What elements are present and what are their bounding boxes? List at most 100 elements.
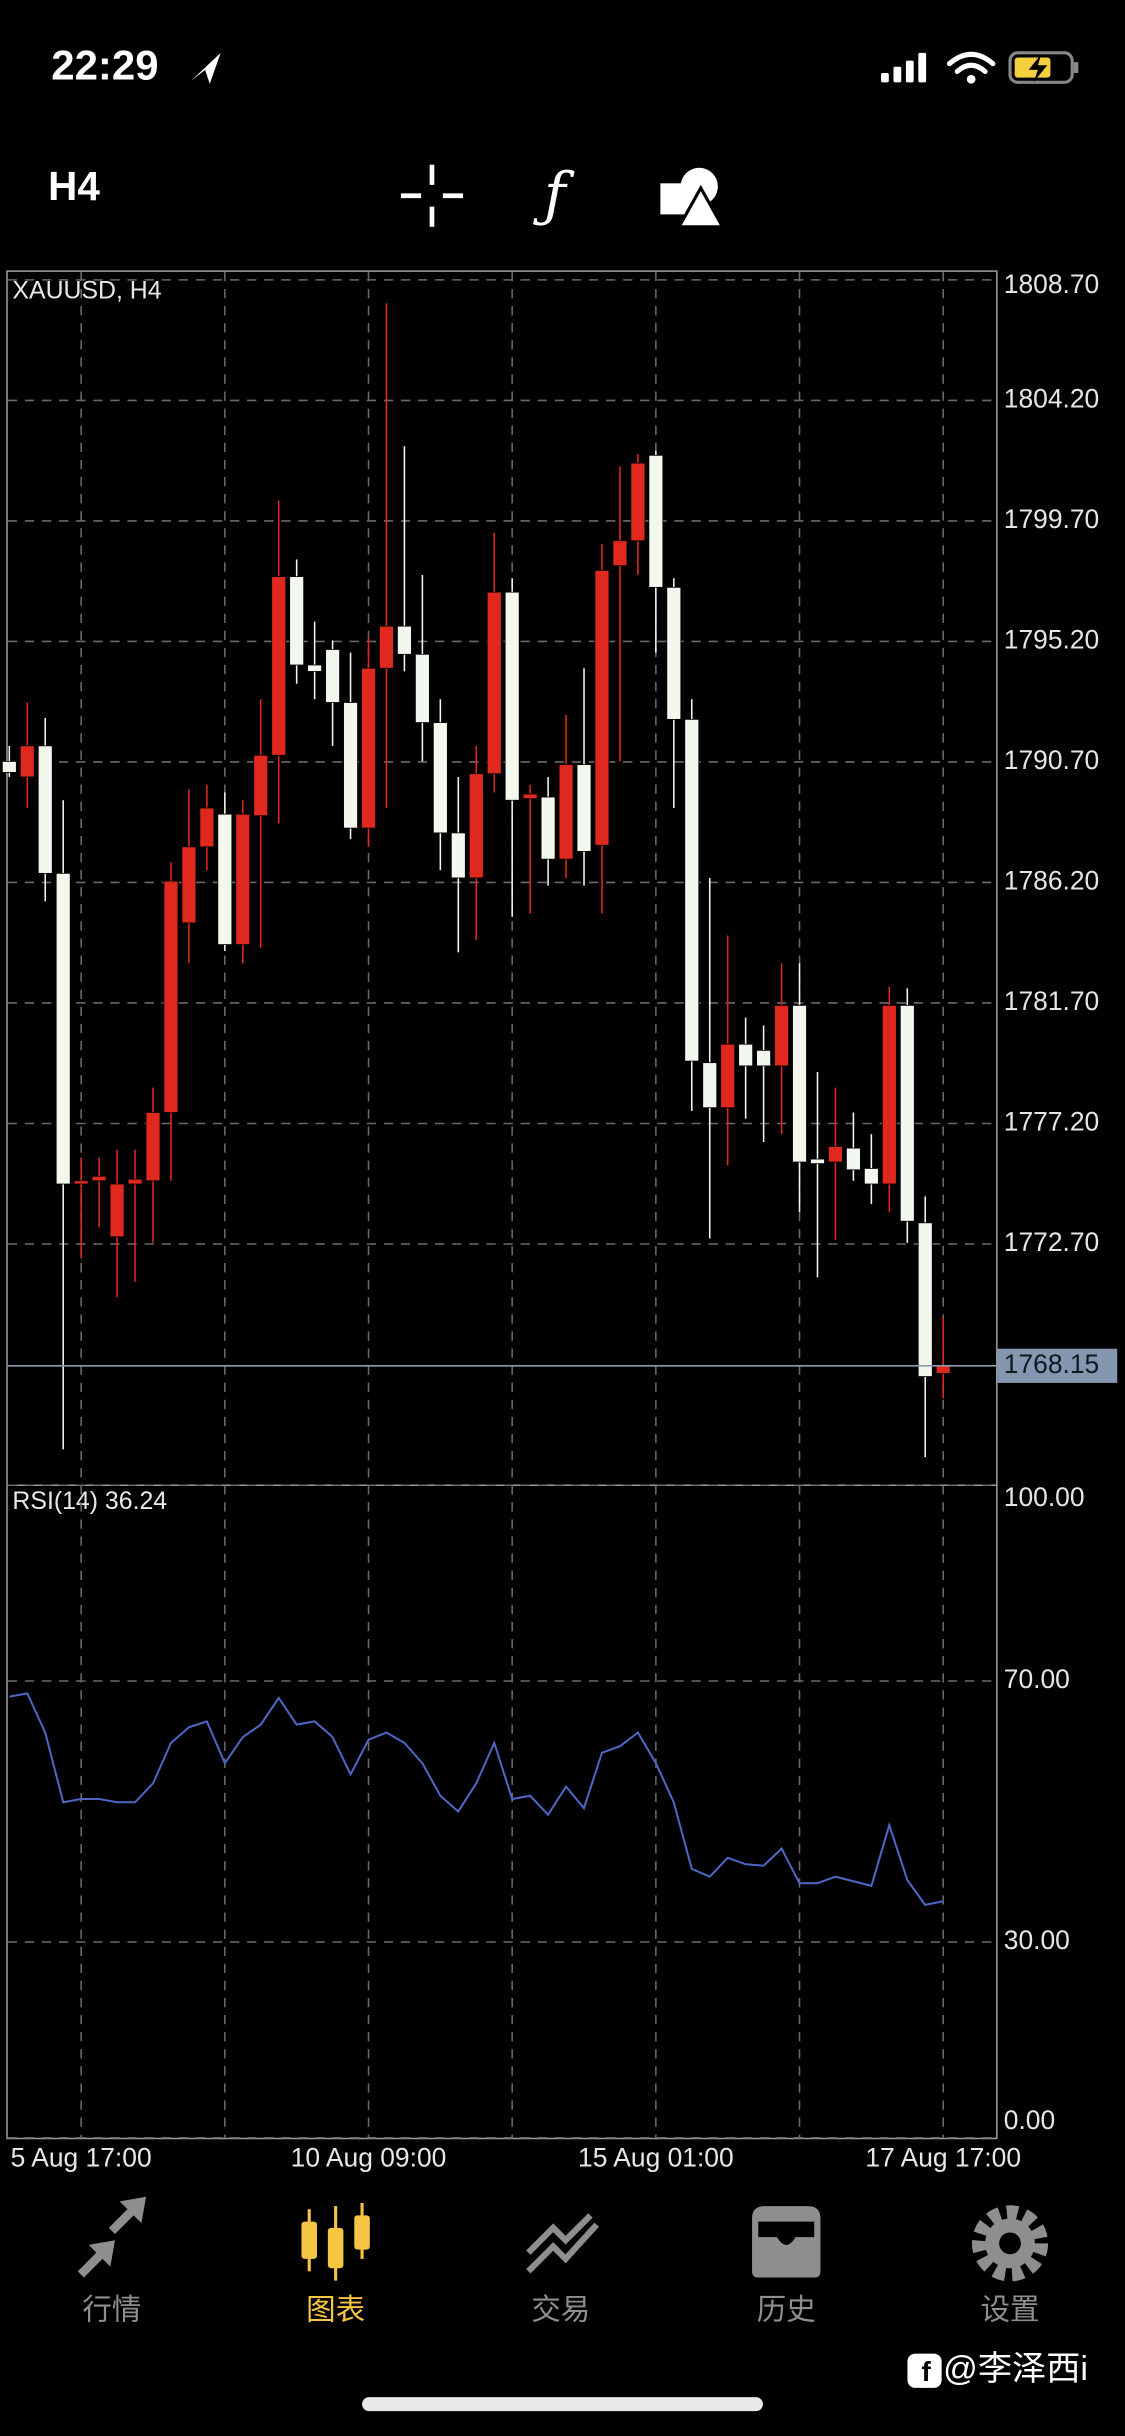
location-icon <box>191 52 221 84</box>
candle-body <box>450 832 466 879</box>
candle-body <box>504 591 520 801</box>
y-tick-label: 1795.20 <box>1004 624 1099 654</box>
y-tick-label: 1804.20 <box>1004 383 1099 413</box>
indicator-title: RSI(14) 36.24 <box>12 1488 167 1515</box>
chart-icon[interactable] <box>301 2202 370 2281</box>
candle-body <box>379 625 394 669</box>
chart-frame <box>6 270 998 2140</box>
crosshair-button[interactable] <box>400 164 464 227</box>
candle-body <box>881 1004 897 1185</box>
candle-body <box>648 454 664 588</box>
candle-body <box>576 764 592 852</box>
tab-label[interactable]: 设置 <box>980 2294 1039 2327</box>
y-tick-label: 30.00 <box>1004 1925 1070 1955</box>
rsi-line <box>9 1692 944 1906</box>
candle-body <box>217 813 233 945</box>
tab-label[interactable]: 行情 <box>82 2294 141 2327</box>
candle-body <box>738 1043 754 1067</box>
timeframe-button[interactable]: H4 <box>48 163 100 209</box>
candle-body <box>702 1062 718 1109</box>
candle-body <box>343 702 358 829</box>
candle-body <box>594 570 610 846</box>
last-price-label: 1768.15 <box>1004 1349 1099 1379</box>
candle-body <box>828 1146 843 1163</box>
x-tick-label: 10 Aug 09:00 <box>291 2142 447 2172</box>
watermark-logo-letter: f <box>921 2356 931 2387</box>
candle-body <box>630 462 646 542</box>
candle-body <box>684 718 700 1062</box>
x-tick-label: 5 Aug 17:00 <box>11 2142 152 2172</box>
tab-label[interactable]: 图表 <box>306 2294 365 2327</box>
candle-body <box>109 1183 125 1238</box>
y-tick-label: 70.00 <box>1004 1664 1070 1694</box>
candle-body <box>397 625 412 655</box>
y-tick-label: 1772.70 <box>1004 1227 1099 1257</box>
candle-body <box>325 649 340 703</box>
candle-body <box>720 1043 736 1109</box>
wifi-icon <box>946 51 996 74</box>
history-icon[interactable] <box>752 2206 821 2278</box>
battery-tip <box>1073 62 1079 74</box>
y-tick-label: 1781.70 <box>1004 986 1099 1016</box>
x-tick-label: 15 Aug 01:00 <box>578 2142 734 2172</box>
candle-body <box>522 793 538 800</box>
chart-title: XAUUSD, H4 <box>12 278 161 305</box>
tab-bar: 行情 图表 交易 历史 设置 <box>82 2294 1039 2327</box>
candle-body <box>253 754 269 817</box>
last-price-box <box>997 1348 1118 1383</box>
candle-body <box>235 813 251 945</box>
quotes-icon[interactable] <box>77 2196 147 2278</box>
watermark-logo <box>907 2353 942 2388</box>
candle-body <box>361 667 376 829</box>
candle-body <box>73 1180 89 1185</box>
candle-body <box>145 1112 161 1182</box>
candle-body <box>774 1004 789 1067</box>
candle-body <box>271 576 287 756</box>
signal-icon <box>881 52 927 83</box>
candle-body <box>486 591 502 775</box>
candle-body <box>846 1147 861 1171</box>
candle-body <box>55 872 71 1185</box>
y-tick-label: 100.00 <box>1004 1482 1085 1512</box>
y-tick-label: 1786.20 <box>1004 865 1099 895</box>
charging-bolt <box>1028 54 1048 83</box>
settings-icon[interactable] <box>971 2205 1049 2282</box>
wifi-dot <box>966 74 976 84</box>
home-indicator <box>362 2397 763 2412</box>
candle-body <box>415 653 430 723</box>
tab-label[interactable]: 交易 <box>531 2294 590 2327</box>
trade-icon[interactable] <box>526 2213 599 2274</box>
candle-body <box>756 1049 771 1067</box>
y-tick-label: 1808.70 <box>1004 269 1099 299</box>
plot-area: 1808.70 1804.20 1799.70 1795.20 1790.70 1786.… <box>1 269 1118 2172</box>
y-tick-label: 1790.70 <box>1004 745 1099 775</box>
candle-body <box>899 1004 915 1222</box>
candle-body <box>307 664 323 672</box>
candle-body <box>289 576 305 666</box>
candle-body <box>163 880 179 1113</box>
candle-body <box>810 1158 825 1165</box>
battery-frame <box>1008 51 1074 84</box>
candle-body <box>432 722 448 834</box>
candle-body <box>1 761 17 773</box>
candle-body <box>917 1222 933 1377</box>
candle-body <box>612 540 628 567</box>
candle-body <box>468 773 484 879</box>
candle-body <box>935 1365 951 1374</box>
watermark: @李泽西i <box>943 2350 1088 2388</box>
tab-label[interactable]: 历史 <box>757 2294 816 2327</box>
objects-button[interactable] <box>660 167 726 229</box>
candle-body <box>37 745 53 874</box>
candle-body <box>540 796 556 860</box>
x-tick-label: 17 Aug 17:00 <box>865 2142 1021 2172</box>
candle-body <box>863 1168 879 1185</box>
candle-body <box>199 807 215 848</box>
candle-body <box>181 846 197 924</box>
candle-body <box>127 1178 143 1185</box>
candle-body <box>666 586 682 720</box>
candle-body <box>91 1175 107 1182</box>
y-tick-label: 0.00 <box>1004 2105 1055 2135</box>
